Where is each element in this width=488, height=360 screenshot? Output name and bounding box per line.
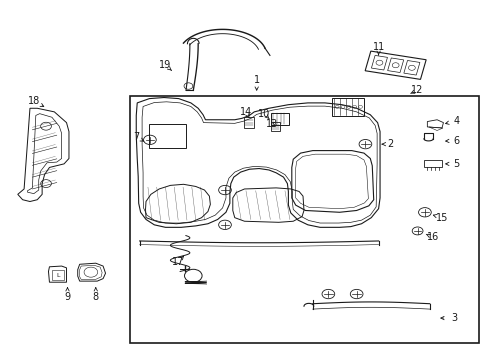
Text: 6: 6 (453, 136, 459, 145)
Text: 8: 8 (93, 292, 99, 302)
Text: 11: 11 (372, 42, 384, 52)
Text: 10: 10 (257, 109, 269, 119)
Text: 3: 3 (450, 313, 456, 323)
Text: 15: 15 (435, 213, 447, 222)
Text: 12: 12 (410, 85, 423, 95)
Text: L: L (56, 273, 60, 278)
Text: 13: 13 (265, 120, 277, 129)
Bar (130, 96, 478, 343)
Text: 1: 1 (253, 75, 259, 85)
Text: 16: 16 (426, 232, 438, 242)
Text: 5: 5 (452, 159, 459, 169)
Text: 18: 18 (28, 96, 40, 106)
Text: 14: 14 (239, 107, 252, 117)
Text: 17: 17 (171, 257, 183, 267)
Bar (149, 125, 185, 148)
Text: 19: 19 (159, 60, 171, 70)
Text: 7: 7 (133, 132, 139, 142)
Text: 9: 9 (64, 292, 70, 302)
Text: 2: 2 (387, 139, 393, 149)
Text: 4: 4 (453, 116, 459, 126)
